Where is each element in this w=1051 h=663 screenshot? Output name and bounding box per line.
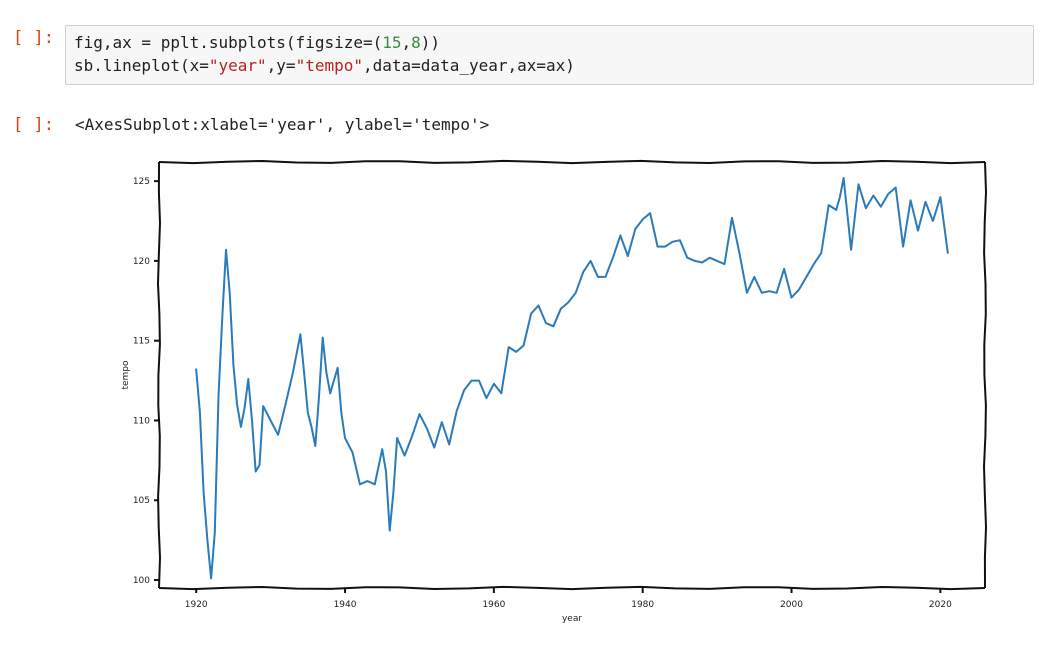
x-tick-label: 1980 — [631, 600, 654, 610]
x-tick-label: 1940 — [334, 600, 357, 610]
code-number: 15 — [382, 33, 402, 52]
code-token: ,y= — [266, 56, 296, 75]
x-axis-label: year — [562, 614, 582, 624]
line-chart: 1920 1940 1960 1980 2000 2020 100 105 110 115 120 1… — [121, 159, 987, 624]
x-tick-label: 2000 — [780, 600, 803, 610]
y-tick-label: 120 — [133, 257, 150, 267]
code-line-2: sb.lineplot(x="year",y="tempo",data=data… — [74, 54, 1025, 77]
x-tick-label: 1920 — [185, 600, 208, 610]
code-token: )) — [420, 33, 441, 52]
output-repr-text: <AxesSubplot:xlabel='year', ylabel='temp… — [75, 115, 490, 134]
chart-frame — [157, 159, 987, 591]
code-string: "tempo" — [295, 56, 363, 75]
code-string: "year" — [208, 56, 267, 75]
output-prompt: [ ]: — [13, 115, 54, 135]
frame-left — [157, 161, 161, 589]
x-tick-label: 1960 — [482, 600, 505, 610]
output-cell: [ ]: <AxesSubplot:xlabel='year', ylabel=… — [0, 110, 1051, 660]
frame-right — [983, 161, 987, 589]
y-axis-label: tempo — [121, 360, 131, 390]
x-tick-label: 2020 — [929, 600, 952, 610]
series-line-tempo — [195, 177, 949, 580]
code-number: 8 — [411, 33, 421, 52]
y-tick-label: 100 — [133, 576, 150, 586]
y-tick-label: 105 — [133, 496, 150, 506]
chart-ticks: 1920 1940 1960 1980 2000 2020 100 105 110 115 120 1… — [133, 177, 952, 610]
code-token: fig,ax = pplt.subplots(figsize=( — [74, 33, 383, 52]
frame-bottom — [158, 585, 986, 591]
y-tick-label: 125 — [133, 177, 150, 187]
code-line-1: fig,ax = pplt.subplots(figsize=(15,8)) — [74, 31, 1025, 54]
input-cell: [ ]: fig,ax = pplt.subplots(figsize=(15,… — [0, 17, 1051, 93]
code-token: sb.lineplot(x= — [74, 56, 209, 75]
y-tick-label: 115 — [133, 337, 150, 347]
input-prompt: [ ]: — [13, 28, 54, 48]
code-token: , — [401, 33, 412, 52]
chart-series — [195, 177, 949, 580]
code-token: ,data=data_year,ax=ax) — [363, 56, 575, 75]
y-tick-label: 110 — [133, 416, 150, 426]
frame-top — [158, 159, 986, 165]
code-editor[interactable]: fig,ax = pplt.subplots(figsize=(15,8)) s… — [65, 25, 1034, 85]
